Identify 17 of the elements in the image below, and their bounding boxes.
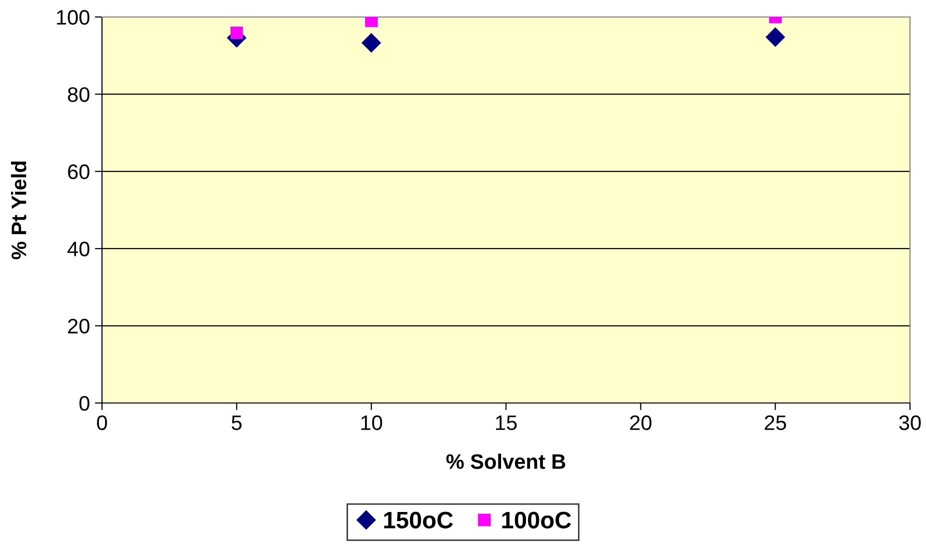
y-tick-label: 60 [68, 164, 90, 180]
y-tick-label: 0 [79, 396, 90, 411]
y-tick-label: 100 [57, 10, 90, 25]
y-axis-title: % Pt Yield [11, 162, 26, 260]
x-tick-label: 20 [630, 415, 652, 430]
x-tick-label: 15 [496, 416, 517, 430]
y-tick-label: 20 [68, 318, 90, 334]
x-tick-label: 0 [97, 415, 107, 430]
x-axis-title: % Solvent B [446, 454, 566, 469]
x-tick-label: 30 [899, 415, 921, 430]
legend-label: 100oC [502, 512, 571, 528]
y-tick-label: 40 [68, 242, 90, 256]
y-tick-label: 80 [68, 87, 90, 102]
legend-label: 150oC [384, 512, 453, 528]
x-tick-label: 5 [232, 416, 242, 430]
x-tick-label: 10 [361, 415, 382, 430]
x-tick-label: 25 [764, 415, 786, 430]
